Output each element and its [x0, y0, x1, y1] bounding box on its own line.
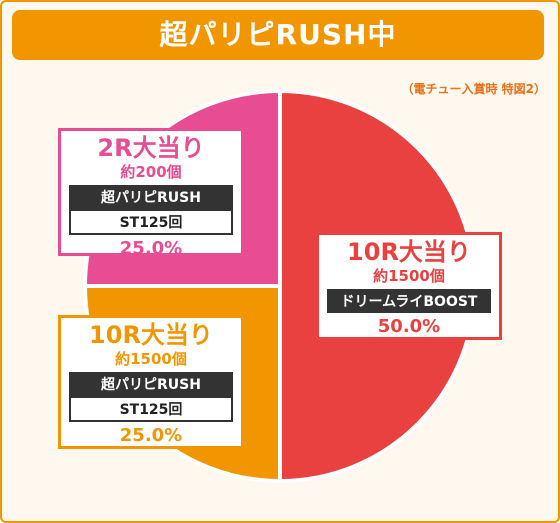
label-box-10r-boost: 10R大当り 約1500個 ドリームライBOOST 50.0%: [316, 232, 502, 340]
slice-mode-10r-boost: ドリームライBOOST: [327, 289, 491, 313]
slice-detail-2r: 約200個: [120, 163, 182, 181]
slice-percent-2r: 25.0%: [119, 238, 183, 259]
label-box-10r-rush: 10R大当り 約1500個 超パリピRUSH ST125回 25.0%: [58, 315, 244, 449]
slice-detail-10r-boost: 約1500個: [373, 267, 445, 285]
slice-label-10r-boost: 10R大当り: [347, 238, 471, 266]
chart-note: （電チュー入賞時 特図2）: [401, 82, 546, 96]
slice-percent-10r-boost: 50.0%: [377, 316, 441, 337]
chart-title: 超パリピRUSH中: [12, 10, 544, 60]
slice-mode-2r: 超パリピRUSH: [69, 185, 233, 209]
slice-mode-10r-rush: 超パリピRUSH: [69, 372, 233, 396]
slice-percent-10r-rush: 25.0%: [119, 425, 183, 446]
slice-st-2r: ST125回: [69, 209, 233, 235]
slice-st-10r-rush: ST125回: [69, 396, 233, 422]
slice-detail-10r-rush: 約1500個: [115, 350, 187, 368]
slice-label-2r: 2R大当り: [97, 134, 205, 162]
slice-label-10r-rush: 10R大当り: [89, 321, 213, 349]
label-box-2r: 2R大当り 約200個 超パリピRUSH ST125回 25.0%: [58, 128, 244, 259]
